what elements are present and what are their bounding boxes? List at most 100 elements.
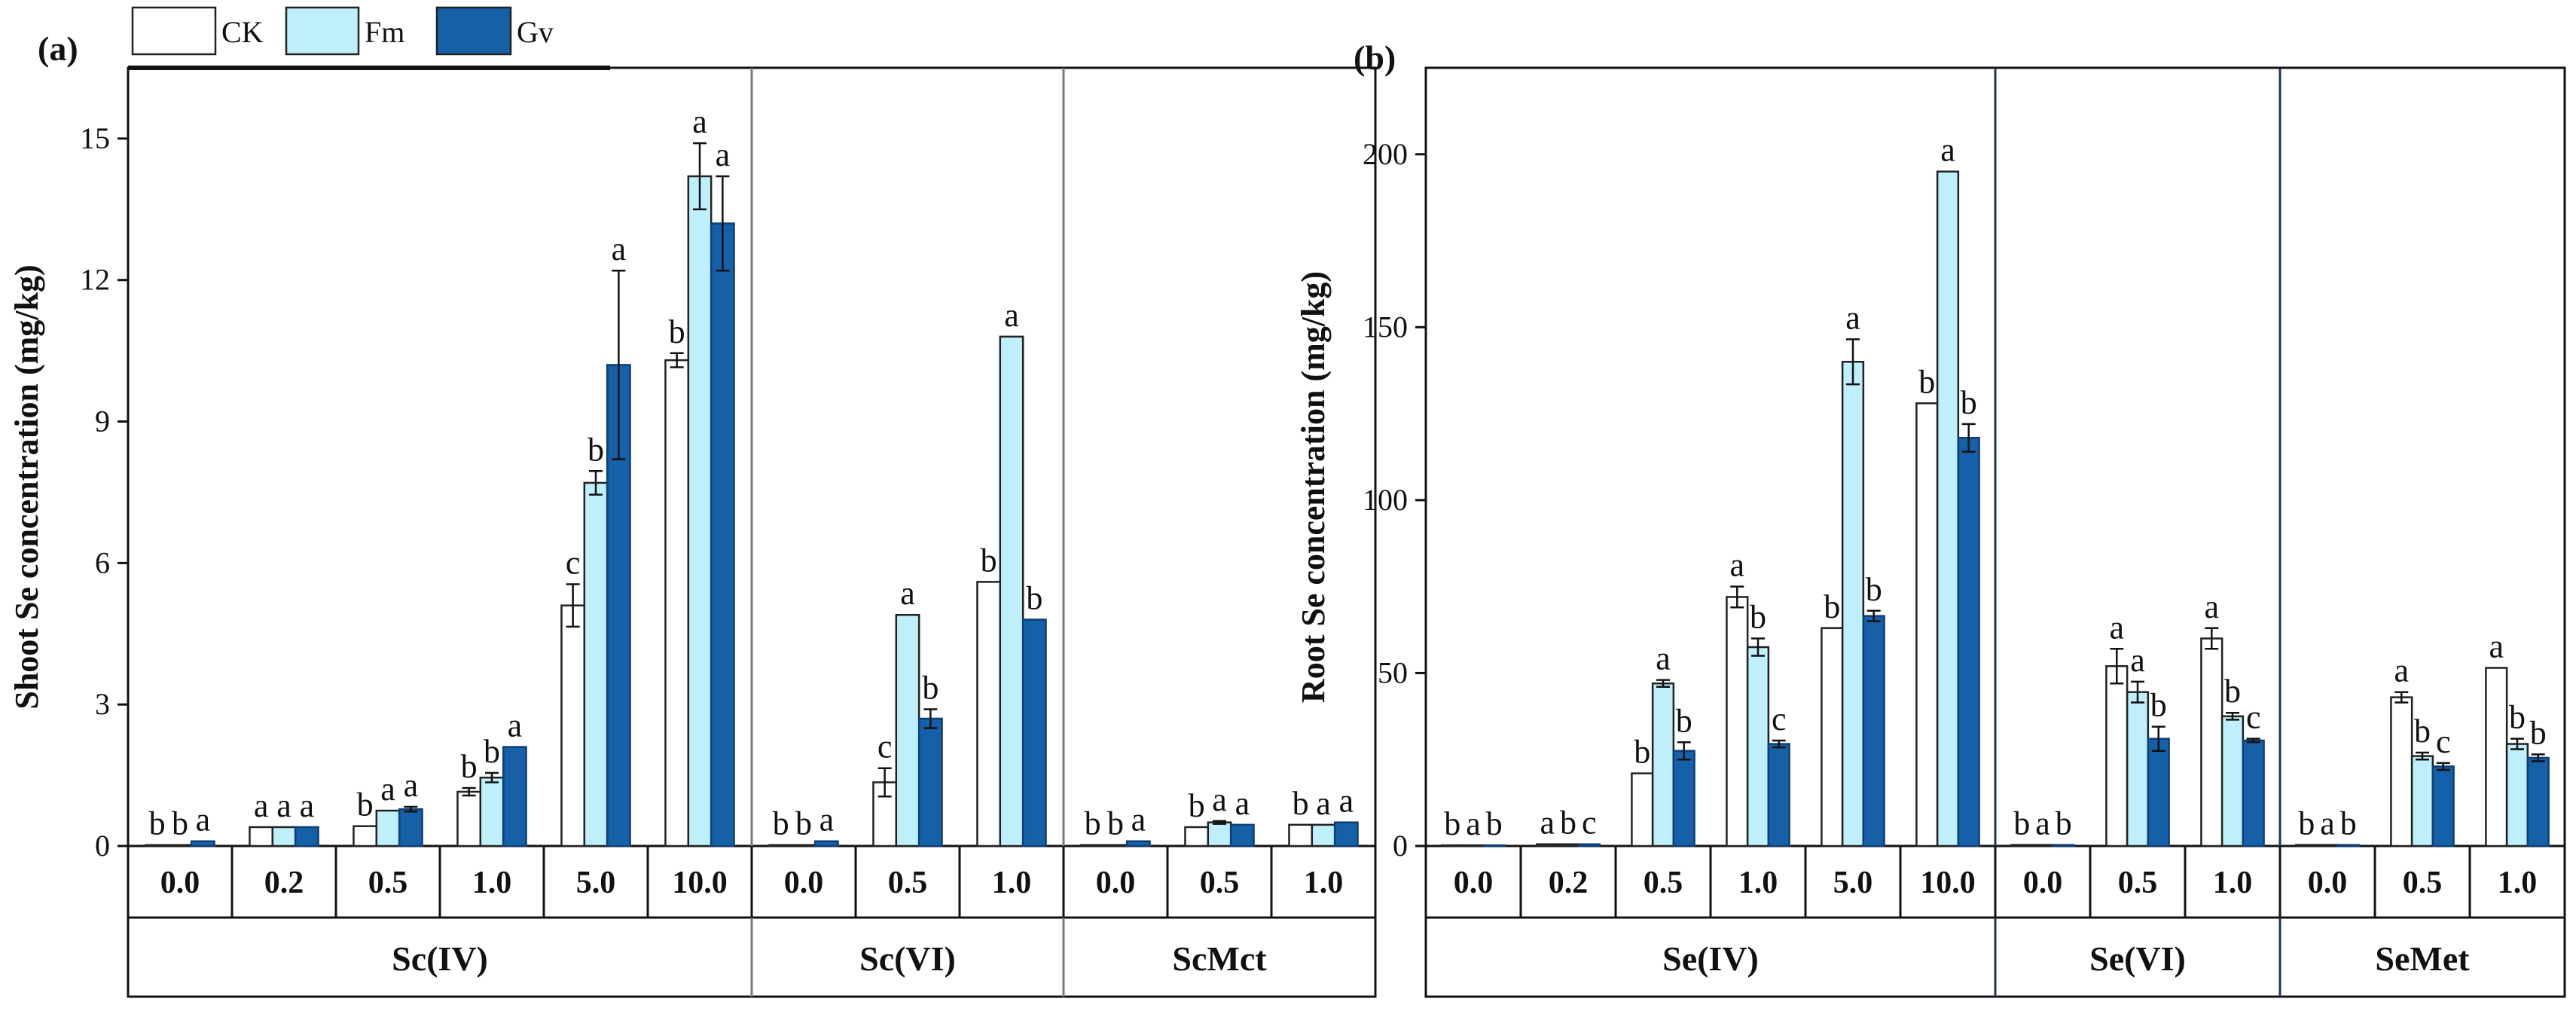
panel-a: 0 3 6 9 12 15 Shoot Se concentration (mg/kg) (a… — [8, 29, 1377, 998]
y-tick-label: 200 — [1363, 137, 1408, 171]
bar-fm — [2031, 844, 2055, 848]
significance-letter: a — [692, 103, 707, 140]
significance-letter: b — [2224, 673, 2241, 710]
bar-ck — [1536, 843, 1559, 848]
bar-gv — [1229, 823, 1255, 848]
bar-ck — [2295, 844, 2318, 848]
y-tick-label: 0 — [95, 829, 110, 863]
bar-ck — [1288, 823, 1314, 848]
bar-ck — [976, 581, 1002, 848]
x-category-label: 1.0 — [1304, 866, 1344, 900]
bar-ck — [768, 844, 794, 848]
significance-letter: b — [461, 748, 478, 785]
y-tick-label: 150 — [1363, 310, 1408, 344]
significance-letter: b — [1026, 579, 1042, 616]
bar-fm — [375, 809, 401, 848]
bar-ck — [456, 790, 482, 848]
x-category-label: 0.5 — [2118, 866, 2158, 900]
significance-letter: c — [877, 728, 893, 765]
significance-letter: b — [773, 805, 789, 842]
significance-letter: a — [1656, 640, 1671, 677]
bar-fm — [791, 844, 816, 848]
significance-letter: a — [2035, 805, 2050, 842]
bar-fm — [895, 613, 920, 848]
x-category-label: 1.0 — [992, 866, 1032, 900]
significance-letter: a — [1940, 132, 1955, 169]
significance-letter: b — [357, 786, 374, 823]
group-label: Sc(IV) — [392, 939, 488, 978]
bar-fm — [1461, 844, 1485, 848]
x-category-label: 0.0 — [160, 866, 200, 900]
significance-letter: b — [1085, 805, 1101, 842]
bar-fm — [2315, 844, 2339, 848]
significance-letter: a — [1730, 547, 1745, 584]
group-label: Se(IV) — [1662, 939, 1759, 978]
bar-fm — [1207, 821, 1232, 848]
significance-letter: c — [2246, 699, 2261, 736]
significance-letter: b — [1634, 734, 1650, 771]
bar-ck — [2485, 667, 2508, 848]
bar-gv — [1021, 618, 1047, 848]
legend-label: Gv — [517, 15, 554, 49]
group-label: Se(VI) — [2089, 939, 2186, 978]
significance-letter: a — [612, 231, 627, 267]
x-category-label: 5.0 — [1833, 866, 1873, 900]
y-tick-label: 15 — [80, 121, 110, 155]
group-label: SeMet — [2375, 939, 2470, 978]
x-category-label: 0.2 — [264, 866, 304, 900]
y-tick-label: 12 — [80, 263, 110, 297]
significance-letter: b — [588, 431, 604, 468]
bar-ck — [145, 844, 170, 848]
significance-letter: b — [1918, 363, 1935, 400]
significance-letter: c — [1582, 805, 1597, 841]
significance-letter: a — [1316, 785, 1331, 822]
significance-letter: b — [1961, 384, 1977, 421]
x-category-label: 0.0 — [1096, 866, 1136, 900]
significance-letter: b — [2013, 805, 2030, 842]
significance-letter: a — [254, 787, 269, 824]
significance-letter: b — [1824, 588, 1840, 625]
y-tick-label: 0 — [1393, 829, 1408, 863]
bar-ck — [1441, 844, 1464, 848]
x-category-label: 0.5 — [888, 866, 928, 900]
significance-letter: a — [819, 802, 835, 838]
x-category-label: 0.5 — [368, 866, 408, 900]
significance-letter: b — [795, 805, 812, 842]
bar-fm — [1936, 170, 1960, 848]
significance-letter: b — [2414, 713, 2431, 750]
y-axis-title: Root Se concentration (mg/kg) — [1295, 271, 1332, 703]
x-category-label: 1.0 — [2213, 866, 2253, 900]
significance-letter: a — [2130, 642, 2145, 679]
bar-gv — [2052, 844, 2075, 848]
significance-letter: a — [1212, 781, 1227, 818]
significance-letter: b — [2298, 805, 2315, 842]
significance-letter: c — [566, 545, 581, 582]
bar-gv — [398, 808, 423, 848]
group-label: Sc(VI) — [859, 939, 956, 978]
significance-letter: b — [1444, 805, 1460, 842]
significance-letter: a — [2320, 805, 2335, 842]
significance-letter: a — [2205, 588, 2220, 625]
bar-fm — [1556, 843, 1580, 848]
significance-letter: a — [276, 787, 291, 824]
significance-letter: a — [1540, 805, 1555, 841]
significance-letter: a — [1131, 802, 1146, 838]
significance-letter: a — [2394, 652, 2410, 689]
legend-swatch-ck — [131, 6, 217, 56]
bar-fm — [2505, 743, 2529, 848]
bar-fm — [687, 175, 713, 848]
significance-letter: c — [1772, 701, 1787, 738]
bar-gv — [813, 840, 839, 848]
bar-ck — [2010, 844, 2034, 848]
significance-letter: b — [1189, 787, 1205, 824]
bar-ck — [2105, 665, 2129, 848]
y-tick-label: 9 — [95, 405, 110, 438]
bar-ck — [2200, 637, 2223, 848]
significance-letter: b — [1293, 785, 1309, 822]
y-tick-label: 100 — [1363, 483, 1408, 517]
significance-letter: a — [404, 767, 419, 804]
bar-gv — [2336, 844, 2360, 848]
bar-gv — [917, 717, 943, 848]
bar-ck — [249, 826, 274, 848]
